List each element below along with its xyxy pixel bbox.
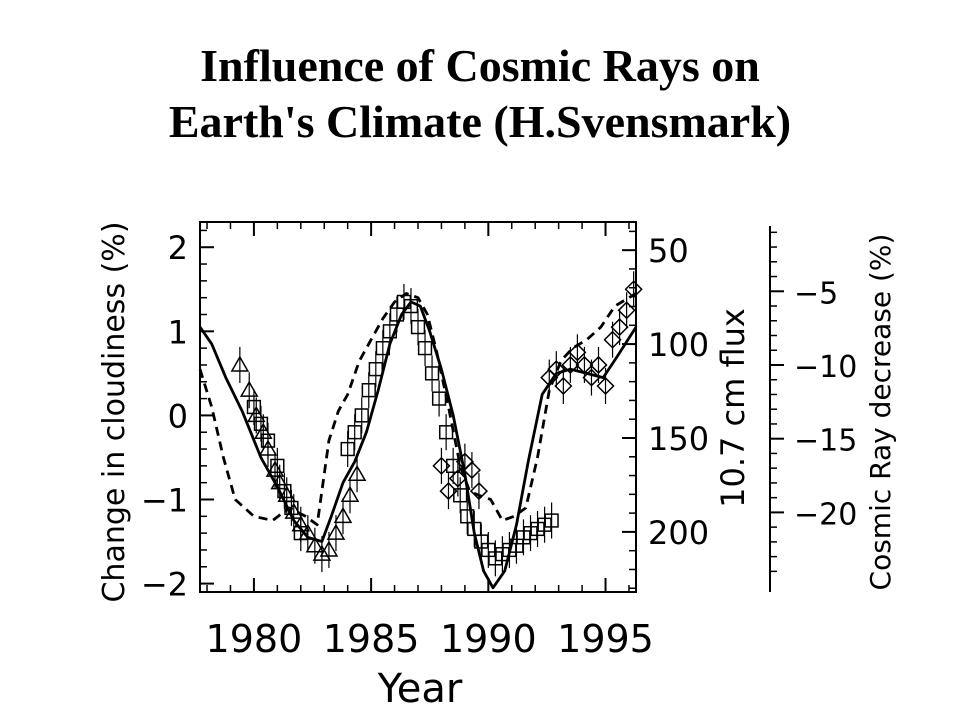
slide-title: Influence of Cosmic Rays on Earth's Clim…	[0, 38, 960, 150]
flux-tick-label: 150	[648, 420, 709, 458]
left-tick-label: −2	[141, 566, 188, 604]
flux-tick-label: 50	[648, 232, 689, 270]
x-tick-label: 1985	[323, 617, 420, 661]
square-marker	[375, 340, 390, 356]
square-marker	[260, 433, 276, 448]
triangle-marker	[340, 485, 360, 503]
diamond-marker	[462, 461, 481, 480]
left-tick-label: 0	[168, 397, 188, 435]
diamond-marker	[610, 318, 629, 337]
x-axis-title: Year	[377, 666, 463, 712]
diamond-marker	[439, 482, 458, 501]
left-tick-label: −1	[141, 482, 188, 520]
diamond-marker	[617, 301, 636, 320]
triangle-marker	[230, 355, 250, 372]
triangle-marker	[239, 380, 259, 397]
slide-title-line2: Earth's Climate (H.Svensmark)	[168, 96, 792, 147]
square-marker	[453, 488, 468, 503]
diamond-marker	[582, 368, 601, 387]
slide-title-line1: Influence of Cosmic Rays on	[200, 40, 760, 91]
diamond-marker	[554, 376, 573, 396]
cosmic-tick-label: −10	[794, 350, 857, 385]
triangle-marker	[312, 544, 332, 561]
diamond-marker	[448, 469, 467, 488]
square-marker	[246, 399, 262, 415]
diamond-marker	[589, 355, 608, 375]
cosmic-tick-label: −5	[794, 276, 838, 311]
diamond-marker	[624, 280, 643, 299]
chart-series	[198, 292, 638, 590]
square-marker	[424, 366, 440, 381]
diamond-marker	[596, 376, 615, 396]
square-marker	[253, 416, 269, 431]
square-marker	[293, 525, 308, 541]
left-tick-label: 1	[168, 313, 188, 351]
square-marker	[438, 425, 454, 440]
left-tick-label: 2	[168, 229, 188, 267]
cosmic-tick-label: −20	[794, 497, 857, 532]
diamond-marker	[561, 355, 580, 375]
square-marker	[340, 441, 355, 457]
chart-markers	[230, 271, 643, 577]
dashed-series-line	[198, 292, 637, 527]
diamond-marker	[547, 360, 566, 379]
diamond-marker	[469, 482, 489, 501]
diamond-marker	[432, 456, 451, 475]
diamond-marker	[603, 330, 622, 349]
square-marker	[446, 458, 461, 474]
square-marker	[284, 500, 299, 516]
triangle-marker	[333, 506, 353, 524]
square-marker	[354, 408, 369, 423]
triangle-marker	[305, 536, 325, 553]
x-tick-label: 1995	[557, 617, 654, 661]
flux-axis-title: 10.7 cm flux	[714, 308, 752, 508]
square-marker	[403, 298, 419, 314]
triangle-marker	[347, 464, 367, 482]
triangle-marker	[253, 422, 273, 439]
square-marker	[382, 324, 398, 339]
plot-frame	[199, 221, 637, 593]
diamond-marker	[575, 355, 594, 375]
square-marker	[368, 362, 383, 377]
cosmic-axis-title: Cosmic Ray decrease (%)	[864, 234, 897, 591]
square-marker	[410, 319, 426, 335]
diamond-marker	[568, 343, 587, 362]
triangle-marker	[319, 540, 339, 557]
square-marker	[361, 383, 376, 398]
square-marker	[417, 340, 433, 356]
square-marker	[277, 483, 292, 499]
triangle-marker	[270, 473, 289, 490]
triangle-marker	[246, 405, 266, 423]
triangle-marker	[326, 523, 346, 540]
cosmic-tick-label: −15	[794, 424, 857, 459]
x-tick-label: 1980	[206, 617, 303, 661]
x-tick-label: 1990	[440, 617, 537, 661]
square-marker	[544, 513, 559, 528]
square-marker	[347, 425, 362, 440]
chart-labels: 1980 1985 1990 1995 2 1 0 −1 −2 50 100 150 200 −5 −10 −…	[97, 221, 897, 712]
square-marker	[270, 458, 285, 474]
square-marker	[431, 391, 447, 406]
left-axis-title: Change in cloudiness (%)	[97, 221, 132, 602]
chart-axes	[199, 221, 784, 593]
flux-tick-label: 200	[648, 514, 709, 552]
flux-tick-label: 100	[648, 326, 709, 364]
